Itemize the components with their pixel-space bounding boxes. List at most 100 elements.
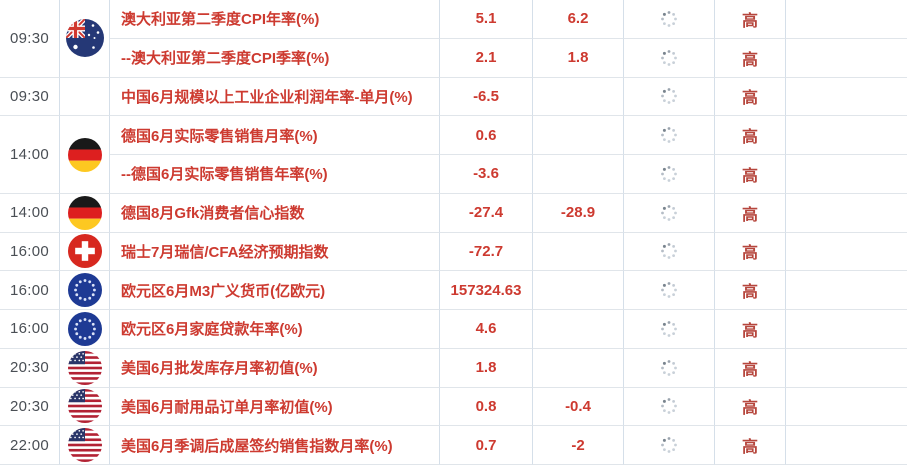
country-flag-cell [60, 0, 110, 78]
loading-spinner-icon [660, 359, 678, 377]
eu-flag-icon [68, 312, 102, 346]
event-time: 20:30 [0, 387, 60, 427]
row-filler [786, 155, 907, 194]
indicator-name[interactable]: 美国6月批发库存月率初值(%) [110, 348, 440, 388]
loading-spinner-icon [660, 87, 678, 105]
loading-spinner-icon [660, 126, 678, 144]
previous-value-cell [624, 310, 715, 349]
previous-value-cell [624, 155, 715, 194]
actual-value: 0.7 [440, 426, 533, 465]
row-filler [786, 0, 907, 39]
importance-level: 高 [715, 155, 786, 194]
actual-value: -3.6 [440, 155, 533, 194]
loading-spinner-icon [660, 397, 678, 415]
indicator-name[interactable]: 欧元区6月M3广义货币(亿欧元) [110, 271, 440, 310]
forecast-value: -28.9 [533, 193, 624, 233]
indicator-name[interactable]: 澳大利亚第二季度CPI年率(%) [110, 0, 440, 39]
eu-flag-icon [68, 273, 102, 307]
actual-value: 1.8 [440, 348, 533, 388]
country-flag-cell [60, 271, 110, 310]
previous-value-cell [624, 0, 715, 39]
forecast-value: -0.4 [533, 387, 624, 427]
country-flag-cell [60, 77, 110, 117]
importance-level: 高 [715, 310, 786, 349]
event-time: 09:30 [0, 0, 60, 78]
event-time: 22:00 [0, 426, 60, 465]
actual-value: 2.1 [440, 38, 533, 78]
row-filler [786, 349, 907, 388]
indicator-name[interactable]: 美国6月耐用品订单月率初值(%) [110, 387, 440, 427]
event-time: 09:30 [0, 77, 60, 117]
indicator-name[interactable]: --德国6月实际零售销售年率(%) [110, 155, 440, 194]
loading-spinner-icon [660, 320, 678, 338]
previous-value-cell [624, 426, 715, 465]
previous-value-cell [624, 348, 715, 388]
importance-level: 高 [715, 426, 786, 465]
indicator-name[interactable]: 德国8月Gfk消费者信心指数 [110, 193, 440, 233]
previous-value-cell [624, 232, 715, 272]
indicator-name[interactable]: --澳大利亚第二季度CPI季率(%) [110, 38, 440, 78]
loading-spinner-icon [660, 204, 678, 222]
event-time: 20:30 [0, 348, 60, 388]
forecast-value [533, 77, 624, 117]
usa-flag-icon [68, 428, 102, 462]
importance-level: 高 [715, 387, 786, 427]
indicator-name[interactable]: 中国6月规模以上工业企业利润年率-单月(%) [110, 77, 440, 117]
indicator-name[interactable]: 欧元区6月家庭贷款年率(%) [110, 310, 440, 349]
country-flag-cell [60, 193, 110, 233]
loading-spinner-icon [660, 436, 678, 454]
forecast-value: 6.2 [533, 0, 624, 39]
actual-value: -27.4 [440, 193, 533, 233]
indicator-name[interactable]: 瑞士7月瑞信/CFA经济预期指数 [110, 232, 440, 272]
country-flag-cell [60, 310, 110, 349]
row-filler [786, 194, 907, 233]
row-filler [786, 116, 907, 155]
event-time: 14:00 [0, 193, 60, 233]
previous-value-cell [624, 38, 715, 78]
indicator-name[interactable]: 德国6月实际零售销售月率(%) [110, 116, 440, 155]
row-filler [786, 39, 907, 78]
event-time: 16:00 [0, 271, 60, 310]
actual-value: 0.6 [440, 116, 533, 155]
importance-level: 高 [715, 271, 786, 310]
forecast-value [533, 155, 624, 194]
previous-value-cell [624, 387, 715, 427]
germany-flag-icon [68, 196, 102, 230]
row-filler [786, 388, 907, 427]
loading-spinner-icon [660, 281, 678, 299]
row-filler [786, 271, 907, 310]
event-time: 14:00 [0, 116, 60, 194]
previous-value-cell [624, 116, 715, 155]
australia-flag-icon [66, 19, 104, 57]
previous-value-cell [624, 271, 715, 310]
importance-level: 高 [715, 38, 786, 78]
loading-spinner-icon [660, 242, 678, 260]
row-filler [786, 310, 907, 349]
forecast-value [533, 232, 624, 272]
importance-level: 高 [715, 348, 786, 388]
actual-value: 157324.63 [440, 271, 533, 310]
actual-value: 0.8 [440, 387, 533, 427]
previous-value-cell [624, 193, 715, 233]
country-flag-cell [60, 348, 110, 388]
row-filler [786, 426, 907, 465]
indicator-name[interactable]: 美国6月季调后成屋签约销售指数月率(%) [110, 426, 440, 465]
forecast-value: 1.8 [533, 38, 624, 78]
importance-level: 高 [715, 77, 786, 117]
row-filler [786, 78, 907, 117]
country-flag-cell [60, 116, 110, 194]
event-time: 16:00 [0, 232, 60, 272]
usa-flag-icon [68, 389, 102, 423]
germany-flag-icon [68, 138, 102, 172]
loading-spinner-icon [660, 165, 678, 183]
actual-value: -72.7 [440, 232, 533, 272]
usa-flag-icon [68, 351, 102, 385]
forecast-value: -2 [533, 426, 624, 465]
country-flag-cell [60, 426, 110, 465]
forecast-value [533, 310, 624, 349]
event-time: 16:00 [0, 310, 60, 349]
country-flag-cell [60, 387, 110, 427]
loading-spinner-icon [660, 49, 678, 67]
row-filler [786, 233, 907, 272]
